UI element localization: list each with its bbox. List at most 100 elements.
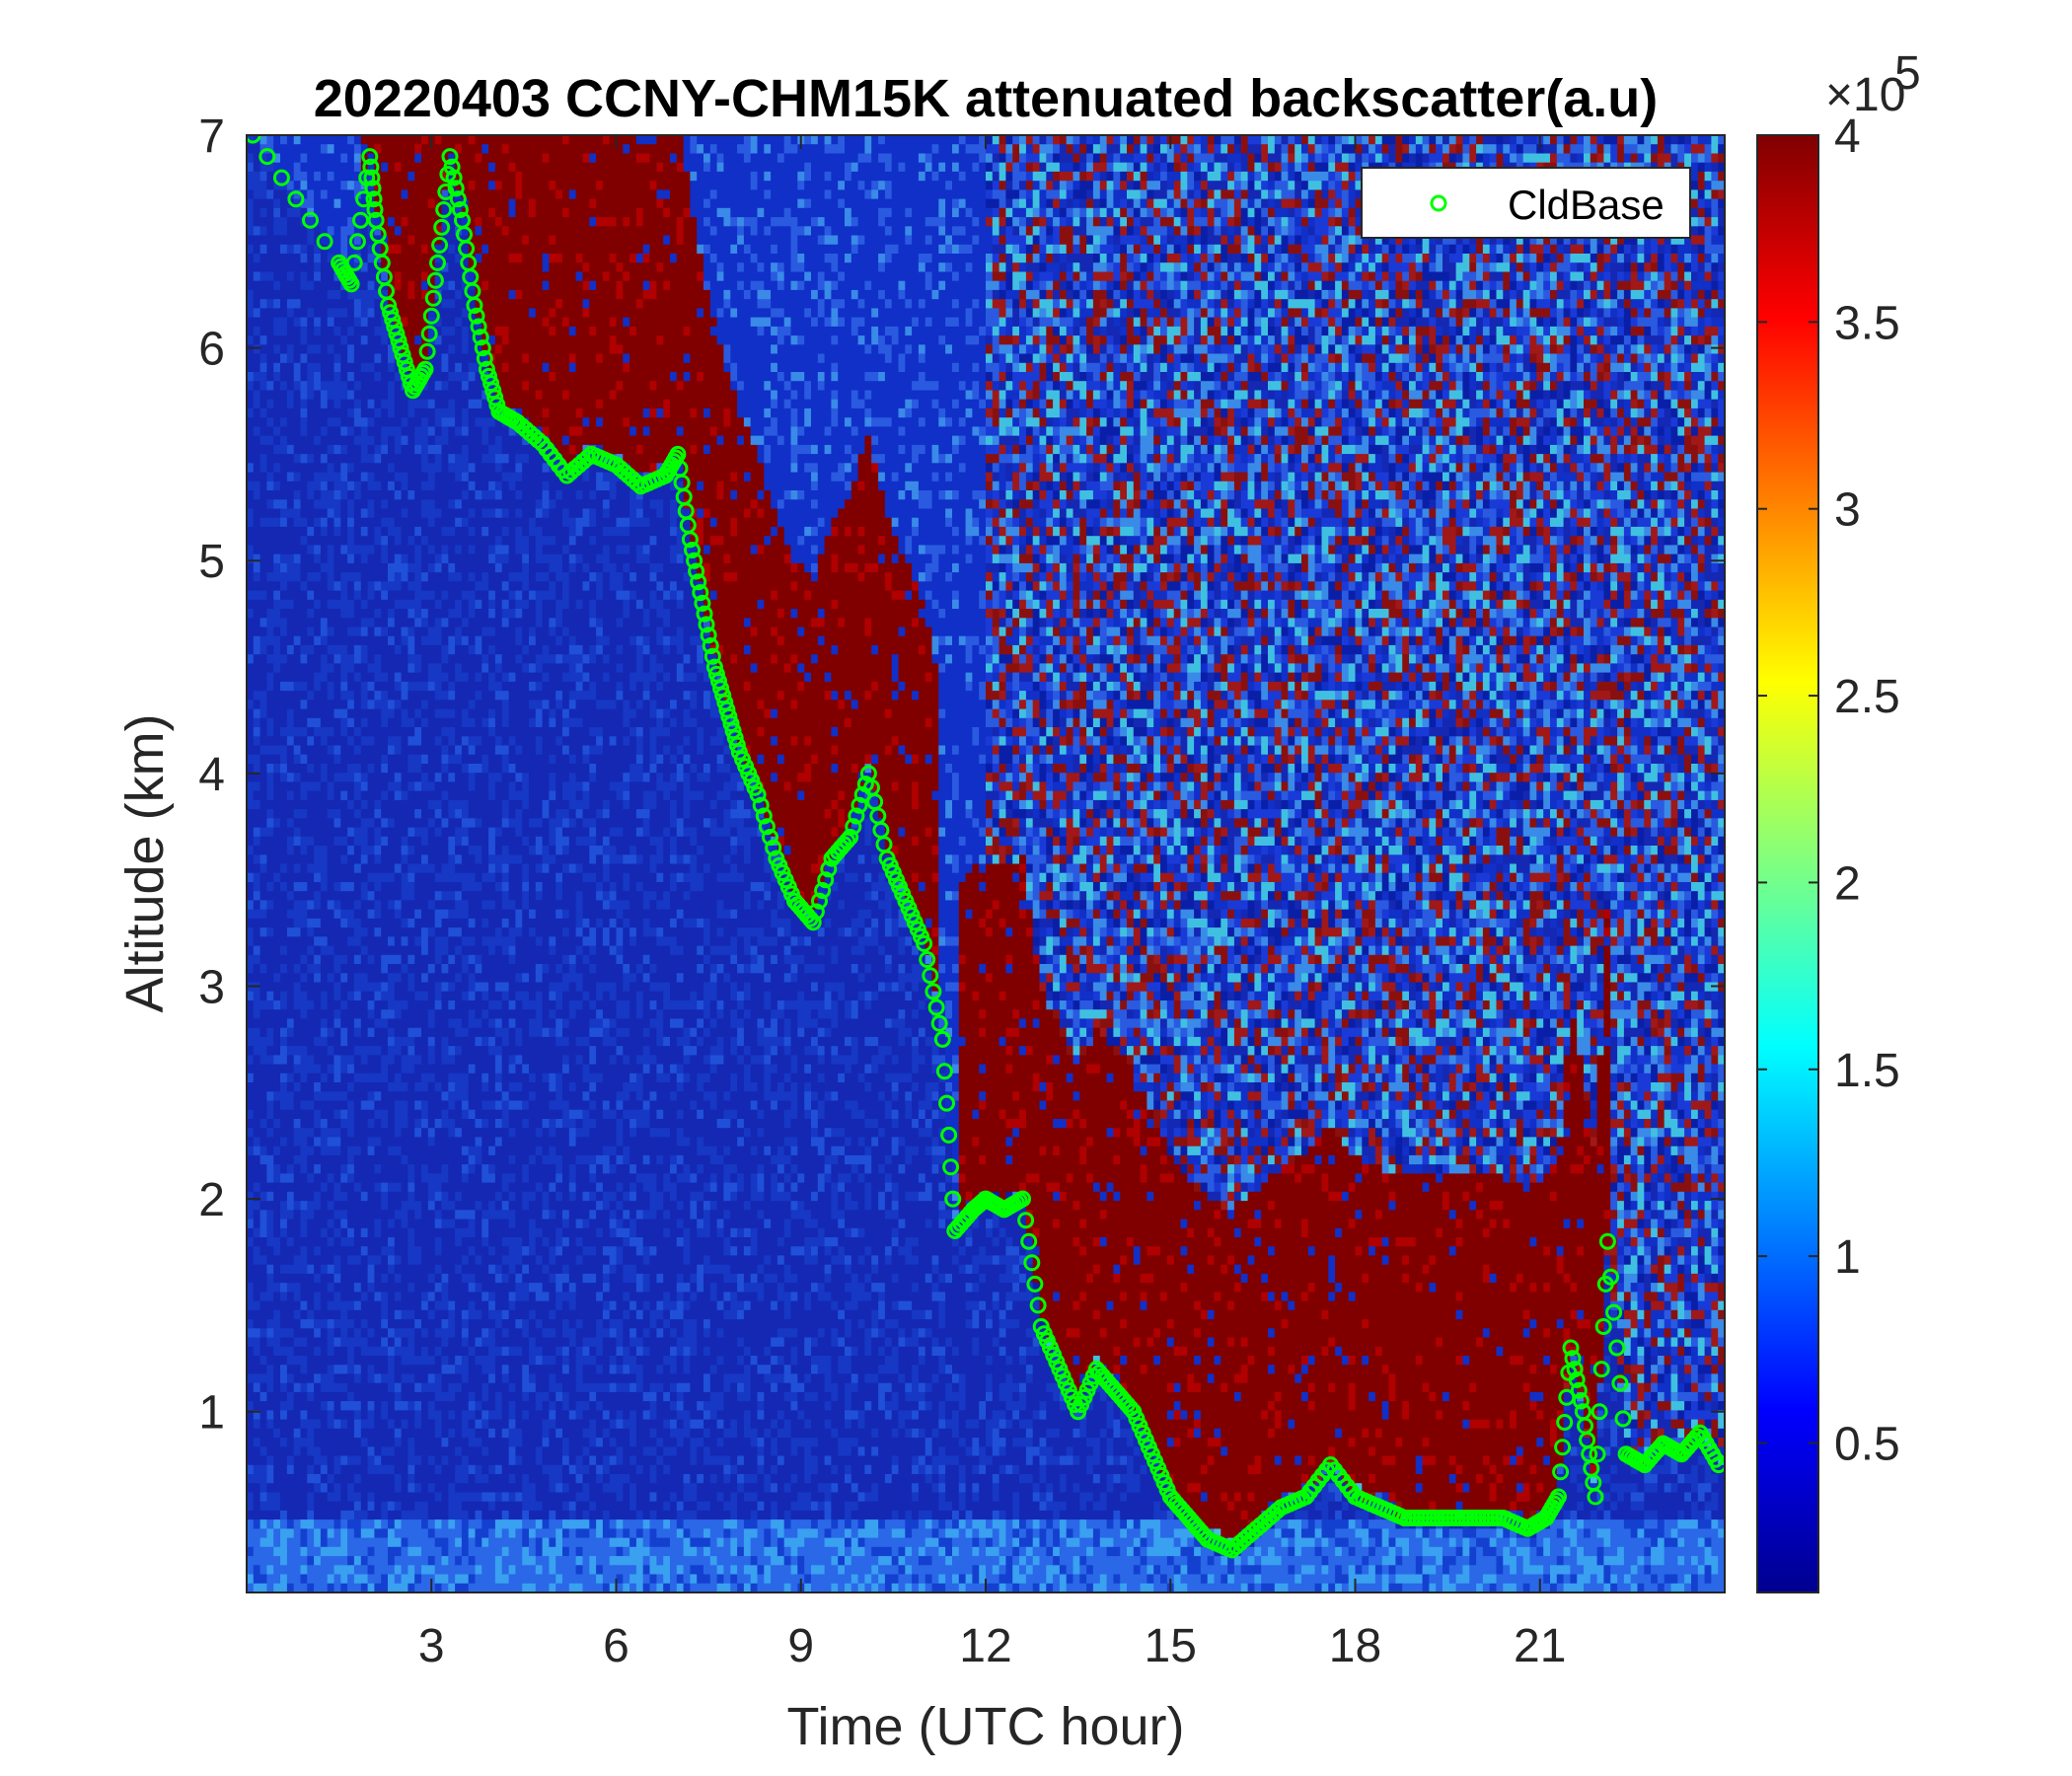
heat-cell <box>307 1018 315 1029</box>
heat-cell <box>314 526 322 537</box>
heat-cell <box>434 672 443 683</box>
heat-cell <box>253 1501 261 1512</box>
heat-cell <box>286 217 295 227</box>
heat-cell <box>280 1264 288 1275</box>
heat-cell <box>333 399 341 409</box>
heat-cell <box>441 927 449 937</box>
heat-cell <box>300 562 308 573</box>
heat-cell <box>247 1501 255 1512</box>
heat-cell <box>266 1283 274 1293</box>
heat-cell <box>259 900 267 911</box>
heat-cell <box>293 918 302 928</box>
heat-cell <box>314 244 322 255</box>
heat-cell <box>247 326 255 336</box>
heat-cell <box>333 1064 341 1074</box>
heat-cell <box>421 490 429 500</box>
heat-cell <box>247 262 255 272</box>
heat-cell <box>259 1027 267 1038</box>
heat-cell <box>314 1328 322 1339</box>
heat-cell <box>293 809 302 819</box>
heat-cell <box>273 399 281 409</box>
heat-cell <box>259 872 267 883</box>
heat-cell <box>253 1036 261 1047</box>
heat-cell <box>266 545 274 555</box>
heat-cell <box>247 235 255 246</box>
heat-cell <box>421 1237 429 1247</box>
heat-cell <box>300 818 308 829</box>
heat-cell <box>448 590 456 601</box>
heat-cell <box>381 390 389 401</box>
heat-cell <box>327 499 335 510</box>
heat-cell <box>353 1356 362 1366</box>
heat-cell <box>273 781 281 792</box>
heat-cell <box>441 1137 449 1147</box>
heat-cell <box>414 799 422 810</box>
heat-cell <box>407 1018 415 1029</box>
heat-cell <box>320 135 329 145</box>
heat-cell <box>247 1365 255 1374</box>
heat-cell <box>353 1191 362 1202</box>
heat-cell <box>374 362 382 373</box>
heat-cell <box>434 982 443 993</box>
heat-cell <box>259 426 267 437</box>
heat-cell <box>394 454 403 464</box>
heat-cell <box>381 654 389 664</box>
heat-cell <box>259 754 267 765</box>
heat-cell <box>259 562 267 573</box>
heat-cell <box>327 1356 335 1366</box>
heat-cell <box>414 882 422 892</box>
heat-cell <box>441 1219 449 1229</box>
heat-cell <box>307 399 315 409</box>
heat-cell <box>307 407 315 418</box>
heat-cell <box>353 554 362 564</box>
heat-cell <box>360 1292 369 1302</box>
heat-cell <box>333 1428 341 1439</box>
heat-cell <box>394 1519 403 1529</box>
heat-cell <box>455 308 463 319</box>
heat-cell <box>388 1419 396 1430</box>
heat-cell <box>247 717 255 728</box>
heat-cell <box>427 1382 436 1393</box>
heat-cell <box>407 171 415 182</box>
heat-cell <box>340 1309 348 1320</box>
heat-cell <box>340 945 348 956</box>
heat-cell <box>353 1309 362 1320</box>
heat-cell <box>340 1292 348 1302</box>
heat-cell <box>253 444 261 455</box>
heat-cell <box>247 1091 255 1102</box>
heat-cell <box>259 1464 267 1475</box>
heat-cell <box>273 1119 281 1129</box>
heat-cell <box>327 1246 335 1256</box>
heat-cell <box>401 882 408 892</box>
heat-cell <box>333 135 341 145</box>
heat-cell <box>367 207 375 218</box>
heat-cell <box>327 444 335 455</box>
heat-cell <box>266 254 274 263</box>
heat-cell <box>360 426 369 437</box>
heat-cell <box>388 353 396 364</box>
heat-cell <box>327 326 335 336</box>
heat-cell <box>381 490 389 500</box>
heat-cell <box>293 1227 302 1238</box>
heat-cell <box>441 289 449 300</box>
heat-cell <box>347 1528 355 1539</box>
heat-cell <box>414 472 422 482</box>
heat-cell <box>401 872 408 883</box>
heat-cell <box>280 353 288 364</box>
heat-cell <box>340 672 348 683</box>
heat-cell <box>388 181 396 190</box>
heat-cell <box>320 207 329 218</box>
heat-cell <box>455 289 463 300</box>
heat-cell <box>300 1182 308 1193</box>
heat-cell <box>434 1246 443 1256</box>
heat-cell <box>327 872 335 883</box>
heat-cell <box>273 372 281 382</box>
heat-cell <box>434 1410 443 1421</box>
heat-cell <box>327 426 335 437</box>
heat-cell <box>300 181 308 190</box>
heat-cell <box>388 554 396 564</box>
heat-cell <box>307 818 315 829</box>
heat-cell <box>340 407 348 418</box>
heat-cell <box>381 927 389 937</box>
heat-cell <box>367 1382 375 1393</box>
